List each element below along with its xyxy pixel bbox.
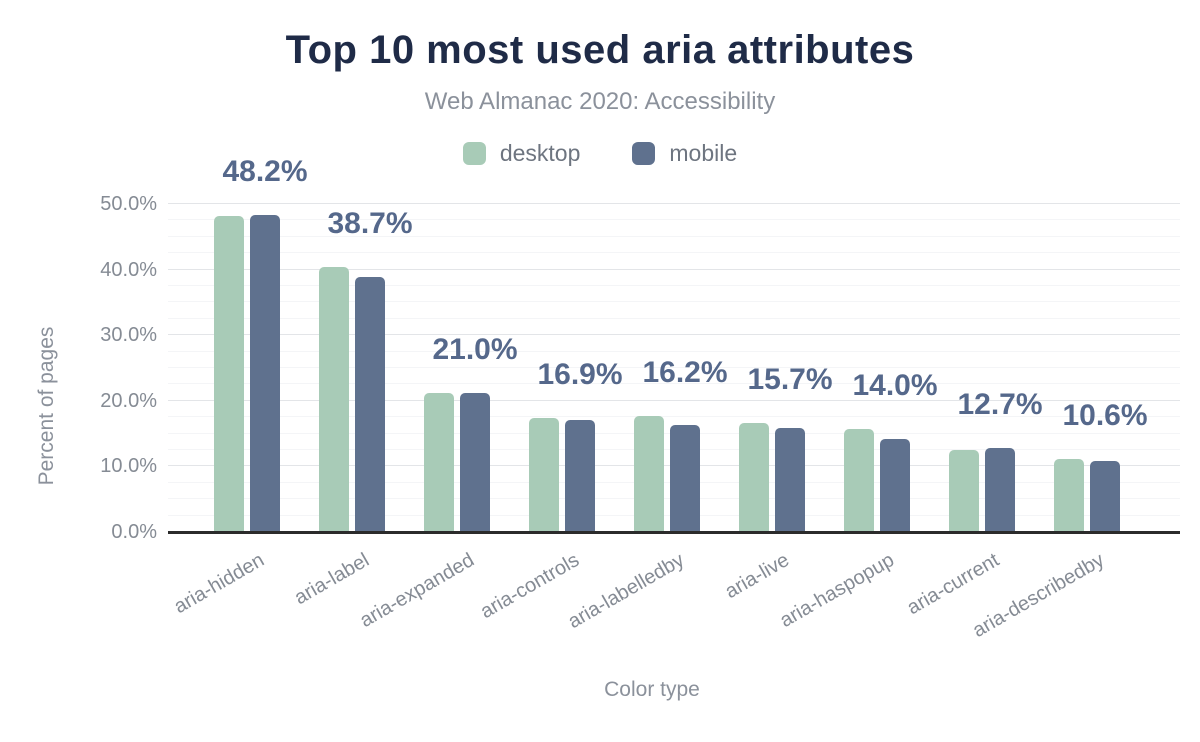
desktop-bar-aria-live bbox=[739, 423, 769, 531]
desktop-bar-aria-controls bbox=[529, 418, 559, 531]
mobile-bar-aria-controls bbox=[565, 420, 595, 531]
desktop-bar-aria-describedby bbox=[1054, 459, 1084, 531]
value-label-aria-label: 38.7% bbox=[327, 207, 413, 240]
major-gridline bbox=[168, 203, 1180, 204]
x-axis-line bbox=[168, 531, 1180, 534]
legend: desktop mobile bbox=[0, 138, 1200, 168]
value-label-aria-hidden: 48.2% bbox=[222, 155, 308, 188]
value-label-aria-current: 12.7% bbox=[957, 388, 1043, 421]
minor-gridline bbox=[168, 383, 1180, 384]
major-gridline bbox=[168, 400, 1180, 401]
minor-gridline bbox=[168, 416, 1180, 417]
desktop-bar-aria-label bbox=[319, 267, 349, 531]
minor-gridline bbox=[168, 252, 1180, 253]
mobile-bar-aria-describedby bbox=[1090, 461, 1120, 531]
value-label-aria-describedby: 10.6% bbox=[1062, 399, 1148, 432]
y-tick-label: 30.0% bbox=[100, 324, 157, 346]
legend-item-desktop: desktop bbox=[462, 139, 581, 167]
mobile-bar-aria-expanded bbox=[460, 393, 490, 531]
value-label-aria-expanded: 21.0% bbox=[432, 333, 518, 366]
major-gridline bbox=[168, 269, 1180, 270]
minor-gridline bbox=[168, 351, 1180, 352]
legend-label-mobile: mobile bbox=[669, 139, 738, 166]
desktop-swatch-icon bbox=[462, 141, 486, 165]
y-tick-label: 40.0% bbox=[100, 259, 157, 281]
value-label-aria-haspopup: 14.0% bbox=[852, 369, 938, 402]
desktop-bar-aria-current bbox=[949, 450, 979, 531]
desktop-bar-aria-hidden bbox=[214, 216, 244, 531]
minor-gridline bbox=[168, 236, 1180, 237]
legend-item-mobile: mobile bbox=[632, 140, 737, 167]
major-gridline bbox=[168, 334, 1180, 335]
minor-gridline bbox=[168, 367, 1180, 368]
mobile-bar-aria-labelledby bbox=[670, 425, 700, 531]
mobile-bar-aria-current bbox=[985, 448, 1015, 531]
mobile-bar-aria-label bbox=[355, 277, 385, 531]
legend-label-desktop: desktop bbox=[499, 139, 581, 166]
value-label-aria-live: 15.7% bbox=[747, 363, 833, 396]
mobile-bar-aria-live bbox=[775, 428, 805, 531]
minor-gridline bbox=[168, 301, 1180, 302]
value-label-aria-labelledby: 16.2% bbox=[642, 356, 728, 389]
y-tick-label: 20.0% bbox=[100, 390, 157, 412]
y-tick-label: 10.0% bbox=[100, 455, 157, 477]
minor-gridline bbox=[168, 285, 1180, 286]
chart-title: Top 10 most used aria attributes bbox=[285, 28, 915, 72]
minor-gridline bbox=[168, 318, 1180, 319]
desktop-bar-aria-haspopup bbox=[844, 429, 874, 531]
minor-gridline bbox=[168, 219, 1180, 220]
mobile-bar-aria-hidden bbox=[250, 215, 280, 531]
y-tick-label: 50.0% bbox=[100, 193, 157, 215]
mobile-swatch-icon bbox=[632, 141, 656, 165]
value-label-aria-controls: 16.9% bbox=[537, 358, 623, 391]
desktop-bar-aria-labelledby bbox=[634, 416, 664, 531]
x-axis-title: Color type bbox=[604, 678, 700, 701]
mobile-bar-aria-haspopup bbox=[880, 439, 910, 531]
y-axis-title: Percent of pages bbox=[35, 326, 58, 486]
y-tick-label: 0.0% bbox=[111, 521, 157, 543]
desktop-bar-aria-expanded bbox=[424, 393, 454, 531]
chart-subtitle: Web Almanac 2020: Accessibility bbox=[424, 88, 776, 115]
